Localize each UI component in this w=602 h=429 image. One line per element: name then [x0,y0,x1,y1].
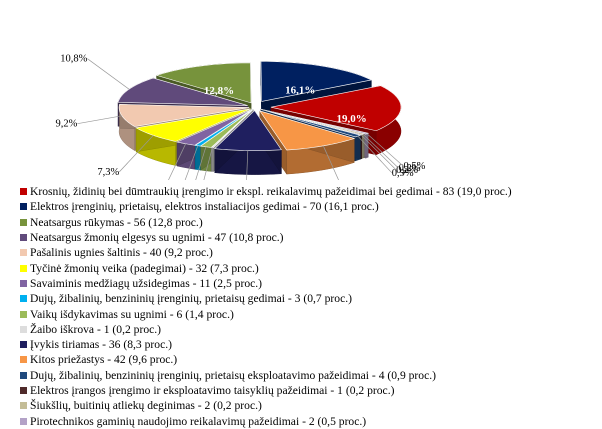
leader-line-13 [357,135,393,174]
legend-label: Dujų, žibalinių, benzininių įrenginių, p… [30,292,352,306]
legend-item: Neatsargus rūkymas - 56 (12,8 proc.) [20,215,600,230]
legend-item: Pirotechnikos gaminių naudojimo reikalav… [20,413,600,428]
legend-label: Tyčinė žmonių veika (padegimai) - 32 (7,… [30,261,259,275]
legend-item: Dujų, žibalinių, benzininių įrenginių, p… [20,291,600,306]
legend-item: Neatsargus žmonių elgesys su ugnimi - 47… [20,230,600,245]
pie-pct-label-4: 10,8% [60,54,87,65]
legend-swatch [20,279,27,287]
legend-swatch [20,218,27,226]
pie-chart: 19,0%16,1%12,8%10,8%9,2%7,3%2,5%0,7%1,4%… [56,54,426,180]
legend-swatch [20,417,27,425]
leader-line-5 [77,115,122,125]
legend-label: Krosnių, židinių bei dūmtraukių įrengimo… [30,185,512,199]
legend-label: Vaikų išdykavimas su ugnimi - 6 (1,4 pro… [30,307,234,321]
pie-pct-label-1: 19,0% [336,113,366,125]
legend-label: Žaibo iškrova - 1 (0,2 proc.) [30,322,162,336]
leader-line-7 [168,143,187,180]
legend-item: Vaikų išdykavimas su ugnimi - 6 (1,4 pro… [20,306,600,321]
pie-pct-label-2: 16,1% [285,85,315,97]
legend-label: Savaiminis medžiagų užsidegimas - 11 (2,… [30,276,263,290]
legend-swatch [20,402,27,410]
legend-label: Neatsargus žmonių elgesys su ugnimi - 47… [30,231,284,245]
legend-label: Pirotechnikos gaminių naudojimo reikalav… [30,414,367,428]
pie-pct-label-13: 0,9% [392,168,414,179]
legend-swatch [20,203,27,211]
legend-item: Pašalinis ugnies šaltinis - 40 (9,2 proc… [20,245,600,260]
leader-line-16 [366,133,404,167]
leader-line-14 [360,134,397,171]
legend-item: Savaiminis medžiagų užsidegimas - 11 (2,… [20,276,600,291]
leader-line-15 [362,133,399,169]
pie-pct-label-5: 9,2% [56,119,78,130]
legend-swatch [20,325,27,333]
legend-swatch [20,188,27,196]
legend-swatch [20,356,27,364]
leader-line-8 [184,145,199,180]
pie-slice-11 [214,109,282,175]
pie-pct-label-3: 12,8% [204,85,234,97]
pie-pct-label-6: 7,3% [97,167,119,178]
legend-label: Neatsargus rūkymas - 56 (12,8 proc.) [30,215,203,229]
legend-item: Kitos priežastys - 42 (9,6 proc.) [20,352,600,367]
legend-item: Įvykis tiriamas - 36 (8,3 proc.) [20,337,600,352]
leader-line-6 [119,135,154,173]
legend-item: Dujų, žibalinių, benzininių įrenginių, p… [20,368,600,383]
pie-pct-label-15: 0,2% [399,163,421,174]
legend-swatch [20,341,27,349]
legend-label: Elektros įrenginių, prietaisų, elektros … [30,200,379,214]
legend: Krosnių, židinių bei dūmtraukių įrengimo… [20,184,600,429]
legend-item: Šiukšlių, buitinių atliekų deginimas - 2… [20,398,600,413]
legend-item: Elektros įrangos įrengimo ir eksploatavi… [20,383,600,398]
legend-swatch [20,264,27,272]
legend-label: Dujų, žibalinių, benzininių įrenginių, p… [30,368,436,382]
legend-item: Žaibo iškrova - 1 (0,2 proc.) [20,322,600,337]
legend-label: Pašalinis ugnies šaltinis - 40 (9,2 proc… [30,246,213,260]
legend-label: Šiukšlių, buitinių atliekų deginimas - 2… [30,399,262,413]
legend-item: Elektros įrenginių, prietaisų, elektros … [20,199,600,214]
legend-swatch [20,295,27,303]
legend-item: Tyčinė žmonių veika (padegimai) - 32 (7,… [20,260,600,275]
legend-item: Krosnių, židinių bei dūmtraukių įrengimo… [20,184,600,199]
leader-line-12 [322,145,339,180]
legend-swatch [20,234,27,242]
pie-pct-label-14: 0,2% [396,165,418,176]
leader-line-9 [195,146,207,180]
legend-swatch [20,371,27,379]
leader-line-10 [203,147,213,180]
legend-swatch [20,249,27,257]
legend-swatch [20,387,27,394]
leader-line-4 [87,58,130,90]
legend-label: Įvykis tiriamas - 36 (8,3 proc.) [30,338,172,352]
legend-swatch [20,310,27,318]
leader-line-11 [246,150,249,180]
chart-area: 19,0%16,1%12,8%10,8%9,2%7,3%2,5%0,7%1,4%… [20,54,512,428]
pie-pct-label-16: 0,5% [404,161,426,172]
legend-label: Elektros įrangos įrengimo ir eksploatavi… [30,384,395,397]
legend-label: Kitos priežastys - 42 (9,6 proc.) [30,353,178,367]
